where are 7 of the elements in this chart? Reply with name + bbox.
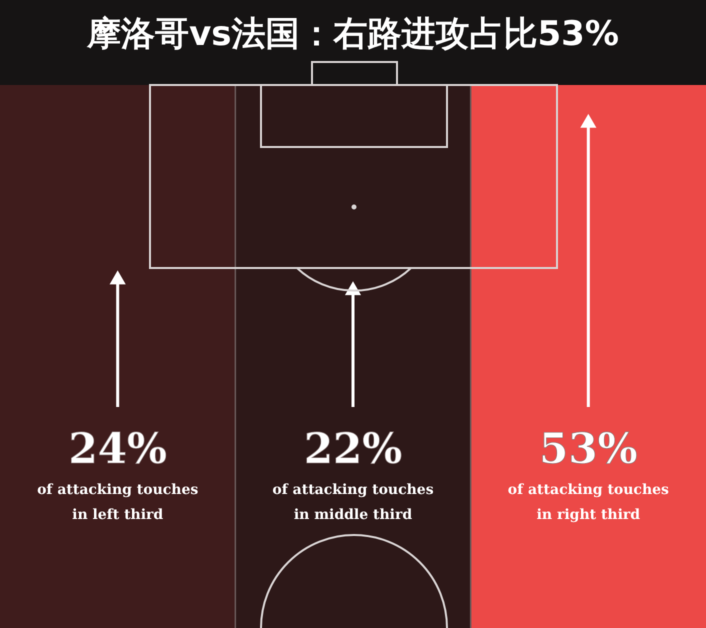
- category-label: of attacking touches in left third: [37, 482, 198, 523]
- data-label: 53%: [539, 424, 638, 473]
- data-label: 24%: [68, 424, 167, 473]
- data-label: 22%: [304, 424, 402, 473]
- category-label: of attacking touches in right third: [508, 482, 670, 523]
- category-label: of attacking touches in middle third: [272, 482, 434, 523]
- text: 摩洛哥vs法国：右路进攻占比53%: [86, 14, 619, 54]
